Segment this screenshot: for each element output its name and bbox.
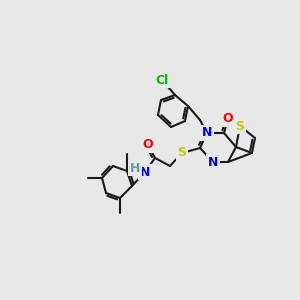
Text: N: N bbox=[208, 155, 218, 169]
Text: N: N bbox=[202, 127, 212, 140]
Text: S: S bbox=[236, 119, 244, 133]
Text: O: O bbox=[143, 139, 153, 152]
Text: S: S bbox=[178, 146, 187, 160]
Text: H: H bbox=[130, 161, 140, 175]
Text: N: N bbox=[140, 166, 150, 178]
Text: Cl: Cl bbox=[155, 74, 169, 86]
Text: O: O bbox=[223, 112, 233, 125]
